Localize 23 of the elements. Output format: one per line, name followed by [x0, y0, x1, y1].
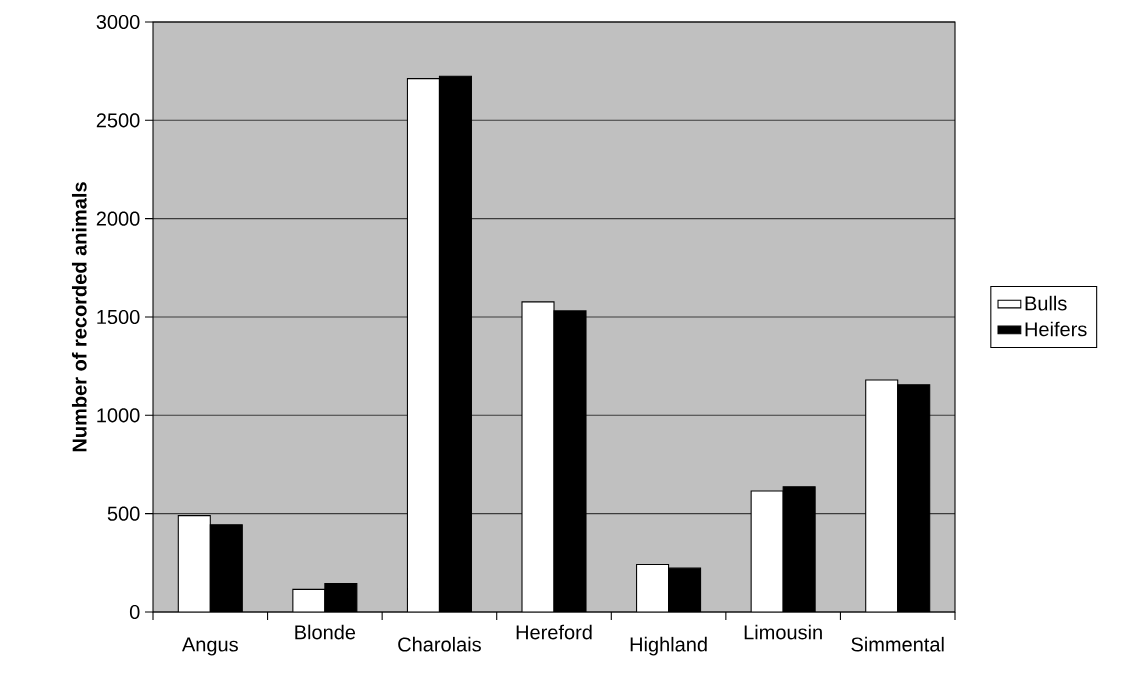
bar [750, 490, 784, 612]
x-tick-label: Simmental [851, 636, 944, 652]
y-tick-label: 500 [107, 506, 140, 521]
x-tick-label: Angus [181, 637, 238, 656]
bar [865, 379, 899, 612]
y-tick-label: 3000 [96, 14, 140, 30]
bar [406, 78, 440, 612]
x-tick-label: Charolais [398, 636, 481, 652]
y-tick-label: 2000 [96, 211, 140, 226]
y-tick-label: 0 [129, 604, 140, 620]
x-tick-label: Highland [630, 636, 707, 656]
y-tick-label: 1000 [97, 408, 140, 423]
x-tick-label: Hereford [516, 624, 592, 640]
y-axis-title: Number of recorded animals [71, 182, 87, 452]
legend-label: Bulls [1025, 295, 1067, 311]
bar [636, 564, 670, 612]
x-tick-label: Blonde [295, 624, 356, 640]
x-tick-label: Limousin [744, 624, 822, 640]
y-tick-label: 2500 [96, 113, 140, 128]
bar [177, 515, 211, 612]
y-tick-label: 1500 [97, 309, 140, 325]
bar [521, 301, 555, 612]
legend-label: Heifers [1025, 321, 1087, 337]
